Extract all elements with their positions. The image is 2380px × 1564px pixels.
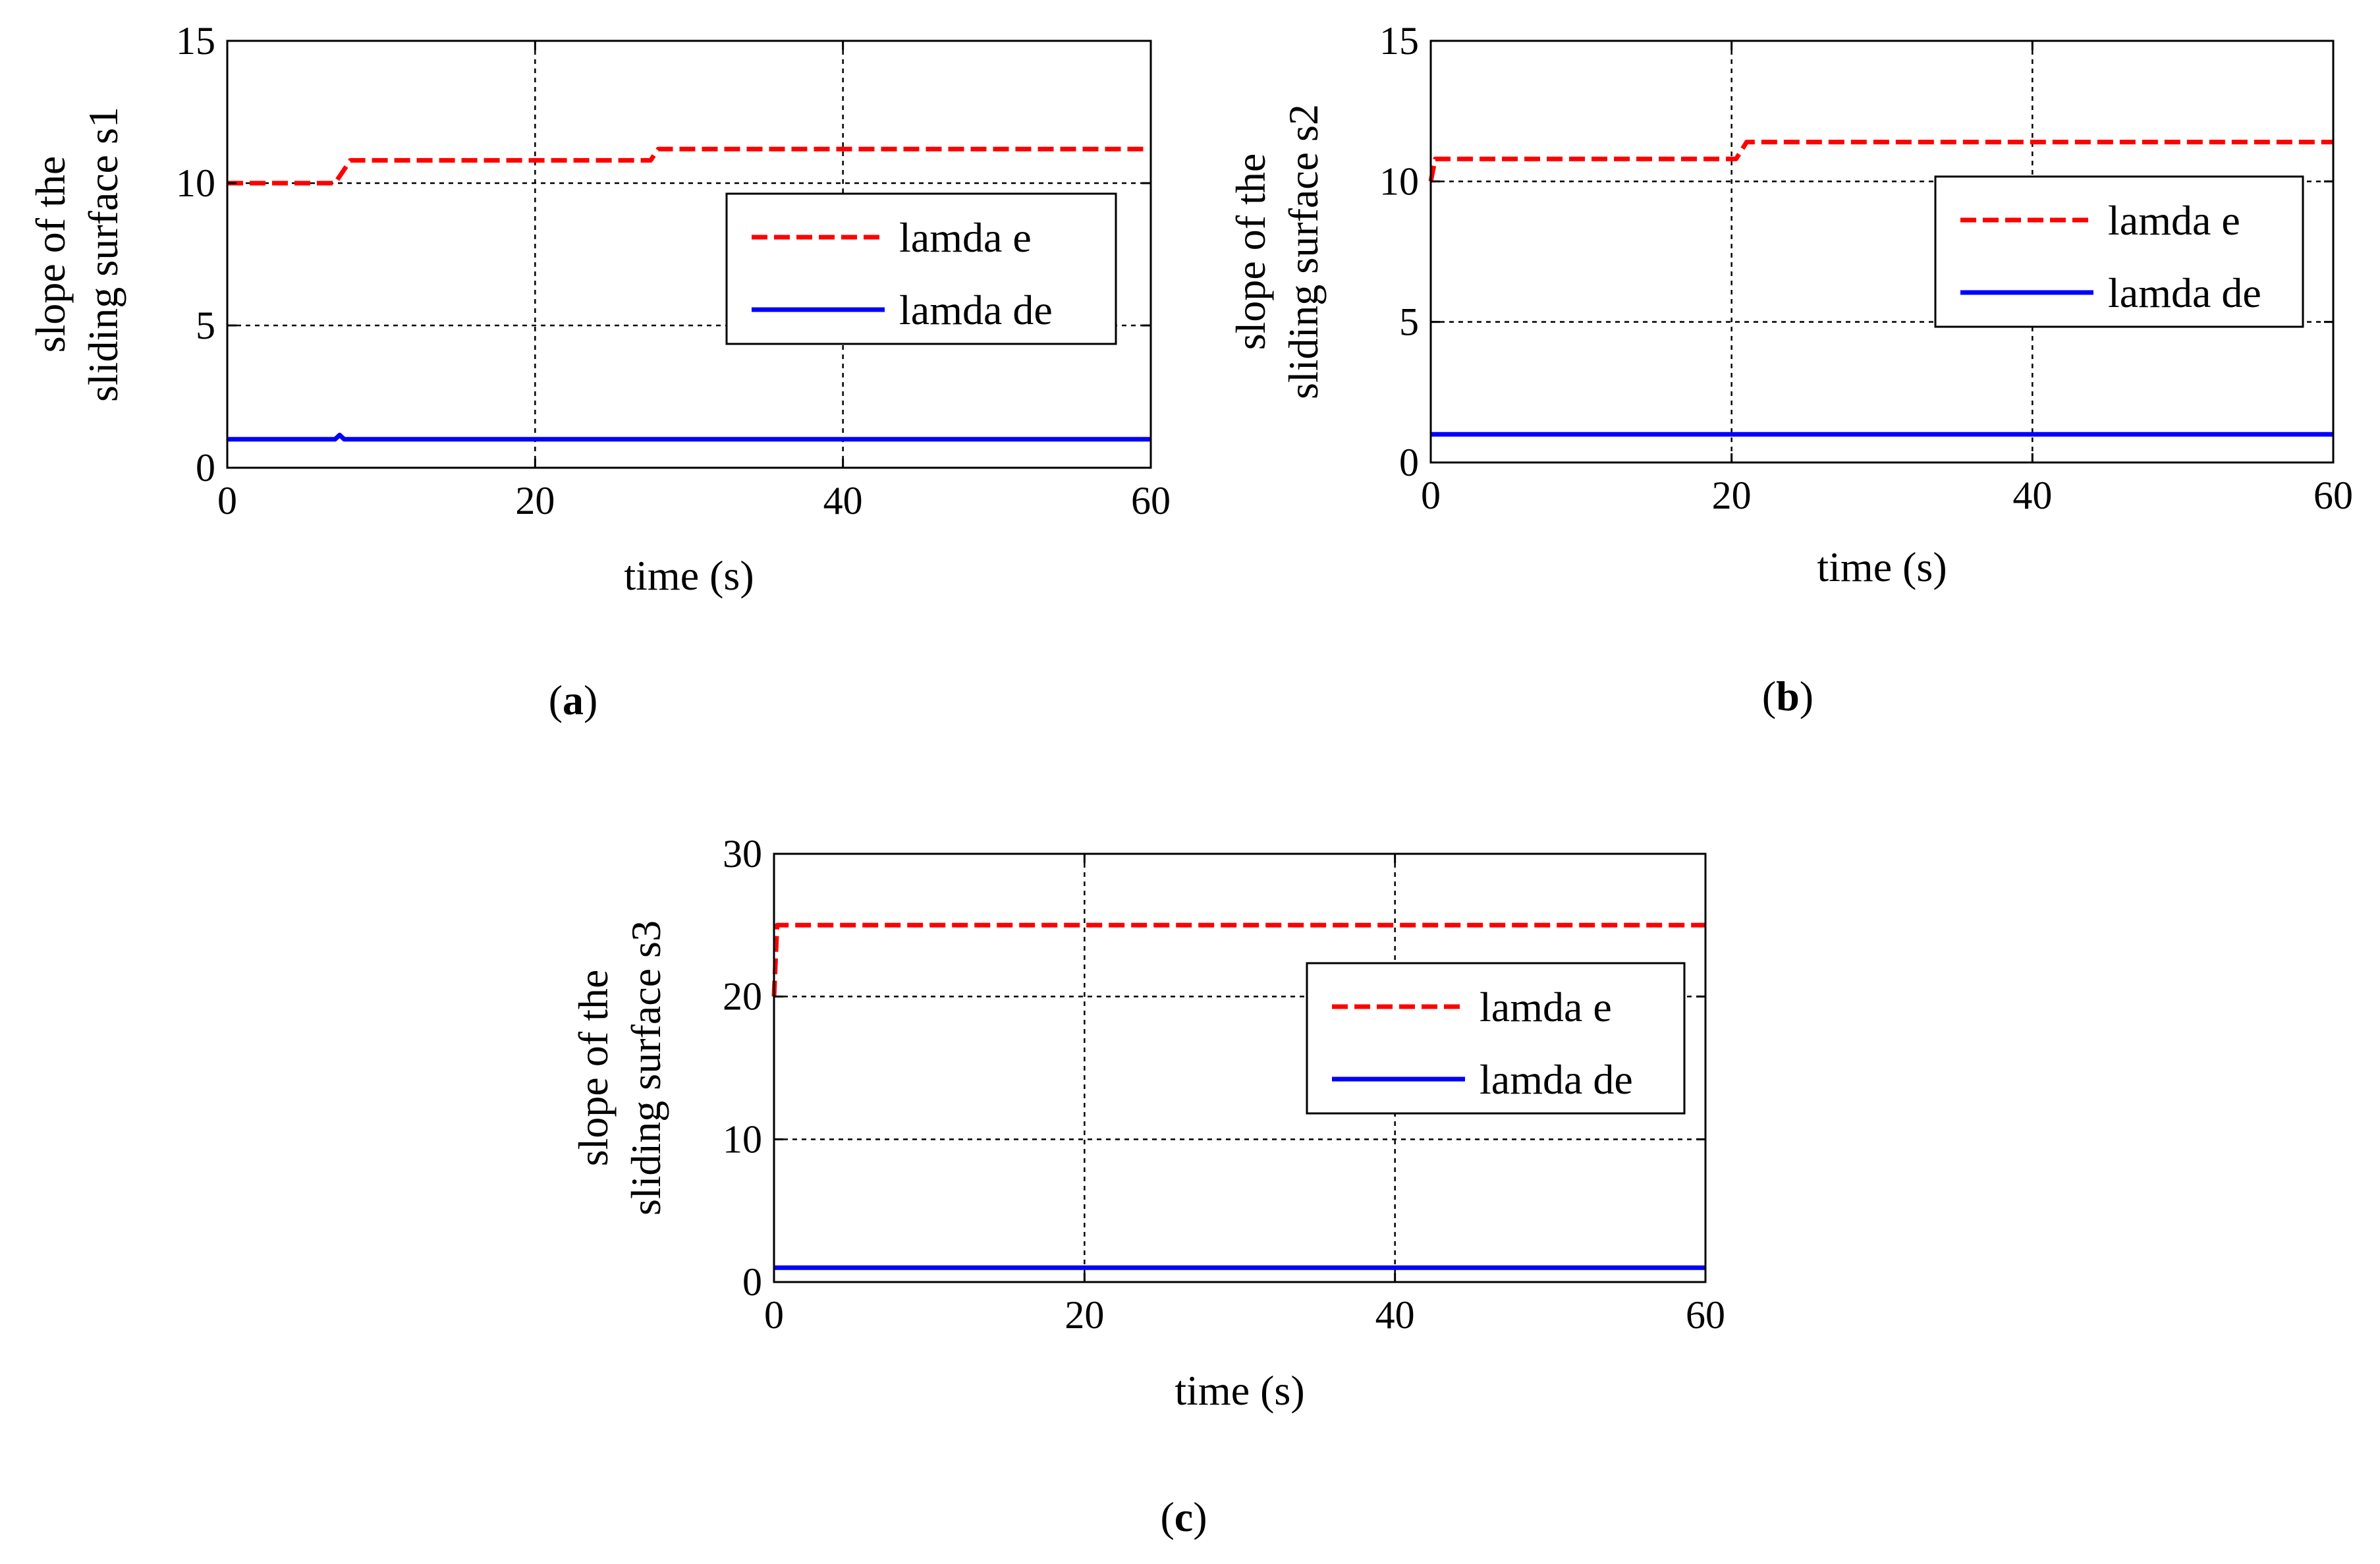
x-axis-label: time (s) (624, 552, 754, 599)
y-tick-label: 10 (723, 1117, 762, 1161)
legend-label: lamda de (2108, 269, 2261, 316)
legend-label: lamda e (899, 214, 1032, 261)
plot-frame (226, 40, 1152, 469)
y-tick-label: 5 (1399, 300, 1419, 344)
y-tick-label: 5 (196, 304, 215, 347)
series-line-lamda-e (227, 146, 1151, 186)
x-tick-label: 40 (1375, 1293, 1415, 1337)
plot-frame (773, 852, 1707, 1283)
caption-letter: c (1175, 1494, 1193, 1540)
y-tick-label: 15 (1379, 19, 1419, 63)
legend-box (1306, 962, 1686, 1115)
x-tick-label: 20 (515, 479, 555, 522)
y-tick-label: 10 (1379, 159, 1419, 203)
y-axis-label-line1: slope of the (27, 156, 74, 353)
caption-letter: b (1776, 673, 1800, 719)
y-tick-label: 30 (723, 832, 762, 876)
y-axis-label-line2: sliding surface s2 (1280, 104, 1327, 399)
x-tick-label: 60 (1686, 1293, 1725, 1337)
series-line-lamda-e (771, 922, 1705, 997)
plot-frame (1429, 40, 2335, 464)
y-tick-label: 0 (196, 446, 215, 489)
legend: lamda e lamda de (725, 192, 1117, 345)
x-tick-label: 20 (1712, 474, 1752, 517)
panel-caption: (c) (1160, 1494, 1207, 1540)
panel-caption: (b) (1762, 673, 1813, 719)
legend-box (725, 192, 1117, 345)
y-axis-label-line2: sliding surface s1 (80, 107, 126, 402)
series-line-lamda-e (1428, 140, 2333, 182)
legend-label: lamda e (1480, 984, 1612, 1030)
legend-box (1934, 175, 2304, 328)
chart-panel-b: 0 20 40 60 0 5 10 15 time (s) slope of the sliding… (1227, 19, 2353, 719)
x-tick-label: 40 (2012, 474, 2052, 517)
y-tick-label: 15 (176, 19, 215, 63)
chart-panel-c: 0 20 40 60 0 10 20 30 time (s) slope of the slidin… (570, 832, 1725, 1540)
x-axis-label: time (s) (1175, 1367, 1304, 1414)
y-axis-label-line1: slope of the (1227, 154, 1274, 350)
legend-label: lamda e (2108, 197, 2240, 244)
x-axis-label: time (s) (1817, 544, 1947, 590)
y-axis-label-line2: sliding surface s3 (623, 920, 669, 1215)
legend: lamda e lamda de (1934, 175, 2304, 328)
x-tick-label: 40 (823, 479, 863, 522)
y-tick-label: 10 (176, 161, 215, 205)
chart-panel-a: 0 20 40 60 0 5 10 15 time (s) slope of the sliding… (27, 19, 1171, 723)
y-axis-label-line1: slope of the (570, 970, 617, 1167)
legend-label: lamda de (1480, 1056, 1633, 1103)
x-tick-label: 60 (2313, 474, 2353, 517)
y-tick-label: 0 (1399, 441, 1419, 484)
grid-lines (1431, 41, 2333, 462)
x-tick-label: 0 (764, 1293, 784, 1337)
legend: lamda e lamda de (1306, 962, 1686, 1115)
x-tick-label: 60 (1131, 479, 1171, 522)
y-tick-label: 0 (742, 1260, 762, 1304)
y-tick-label: 20 (723, 975, 762, 1019)
x-tick-label: 20 (1065, 1293, 1104, 1337)
x-tick-label: 0 (217, 479, 237, 522)
legend-label: lamda de (899, 287, 1053, 333)
caption-letter: a (563, 677, 584, 723)
series-line-lamda-de (227, 432, 1151, 442)
x-tick-label: 0 (1421, 474, 1441, 517)
panel-caption: (a) (549, 677, 598, 723)
